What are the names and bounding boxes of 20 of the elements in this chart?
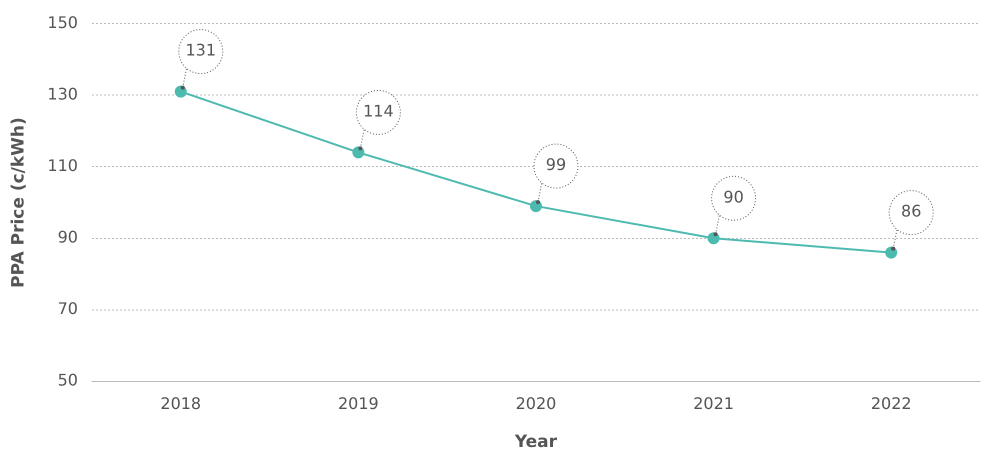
y-tick-label: 110 <box>47 156 78 175</box>
data-label: 86 <box>901 202 922 221</box>
data-label: 90 <box>723 187 744 206</box>
point <box>708 232 720 244</box>
x-tick-label: 2020 <box>516 394 556 414</box>
y-tick-label: 70 <box>58 298 78 318</box>
x-tick-label: 2019 <box>338 394 379 414</box>
point <box>174 86 187 98</box>
y-tick-label: 150 <box>47 12 78 32</box>
x-tick-label: 2022 <box>870 394 912 414</box>
x-axis-title: Year <box>514 432 558 452</box>
data-label: 114 <box>363 102 394 121</box>
y-axis-title: PPA Price (c/kWh) <box>8 117 29 288</box>
y-tick-label: 50 <box>58 370 78 390</box>
x-tick-label: 2021 <box>693 394 734 414</box>
x-tick-label: 2018 <box>160 394 202 414</box>
data-label: 131 <box>185 40 216 60</box>
data-label: 99 <box>546 155 566 174</box>
y-tick-label: 90 <box>58 227 78 246</box>
y-tick-label: 130 <box>47 84 78 104</box>
